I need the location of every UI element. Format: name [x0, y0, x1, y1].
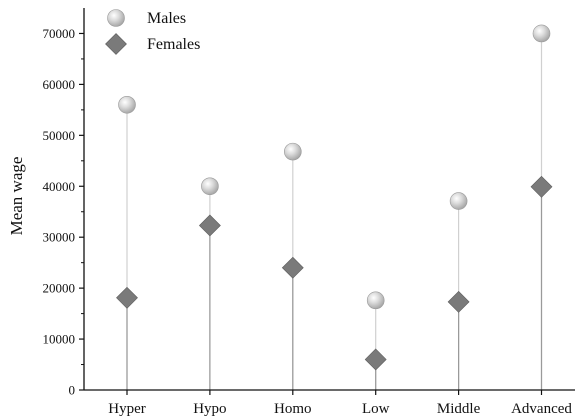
y-axis-title: Mean wage [7, 157, 26, 236]
male-marker [283, 142, 302, 161]
y-tick-label: 40000 [43, 179, 76, 194]
male-marker [366, 291, 385, 310]
female-marker [447, 290, 470, 313]
male-marker [201, 177, 219, 196]
legend-female-marker [105, 33, 127, 55]
male-marker [532, 24, 551, 43]
female-marker [116, 286, 138, 309]
x-tick-label: Advanced [511, 401, 572, 417]
female-marker [530, 175, 553, 198]
stems-layer [126, 33, 543, 390]
y-tick-label: 0 [69, 383, 76, 398]
female-marker [281, 256, 304, 279]
x-tick-label: Hypo [193, 401, 226, 417]
x-tick-label: Middle [437, 401, 481, 417]
y-tick-label: 70000 [43, 26, 76, 41]
y-tick-label: 30000 [43, 230, 76, 245]
x-tick-label: Low [362, 401, 390, 417]
legend-label-males: Males [147, 10, 186, 27]
legend: Males Females [105, 9, 200, 55]
male-marker [449, 192, 468, 210]
y-tick-label: 50000 [43, 128, 76, 143]
y-tick-label: 60000 [43, 77, 76, 92]
x-tick-label: Homo [274, 401, 312, 417]
markers-layer [116, 24, 553, 371]
y-tick-label: 10000 [43, 332, 76, 347]
female-marker [364, 348, 387, 371]
y-tick-label: 20000 [43, 281, 76, 296]
male-marker [118, 95, 136, 114]
axes: 0 10000 20000 30000 40000 50000 60000 70000 Hype… [43, 8, 575, 417]
legend-label-females: Females [147, 36, 200, 53]
legend-male-marker [107, 9, 125, 27]
x-tick-label: Hyper [108, 401, 146, 417]
female-marker [198, 214, 221, 237]
